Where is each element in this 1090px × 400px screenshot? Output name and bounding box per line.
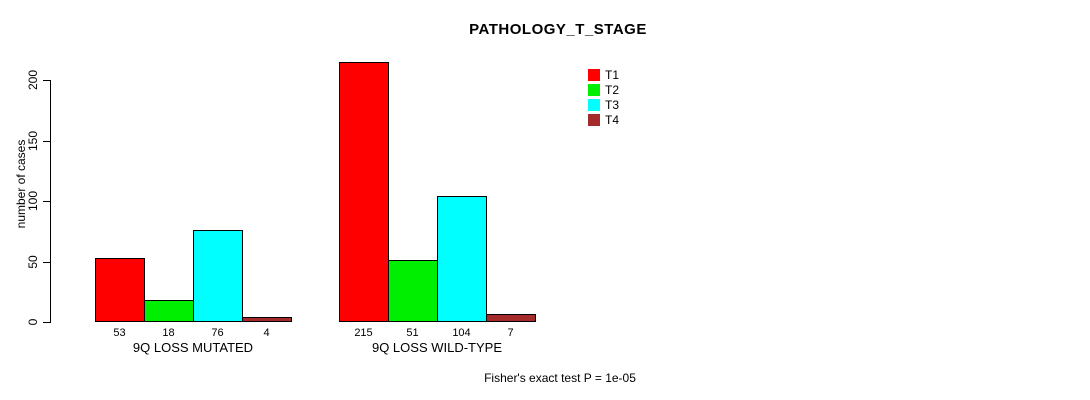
bar-value-label: 18 bbox=[162, 327, 175, 339]
y-axis-title: number of cases bbox=[14, 139, 28, 229]
y-axis-tick bbox=[43, 140, 50, 142]
bar-value-label: 7 bbox=[507, 327, 514, 339]
bar-value-label: 51 bbox=[406, 327, 419, 339]
bar-t4-9q-loss-mutated bbox=[242, 317, 292, 322]
bar-t3-9q-loss-wild-type bbox=[437, 196, 487, 322]
bar-t2-9q-loss-wild-type bbox=[388, 260, 438, 322]
legend-item-t1: T1 bbox=[588, 67, 619, 82]
bar-value-label: 104 bbox=[452, 327, 471, 339]
bar-t1-9q-loss-wild-type bbox=[339, 61, 389, 322]
bar-value-label: 215 bbox=[354, 327, 373, 339]
bar-value-label: 76 bbox=[211, 327, 224, 339]
group-label-9q-loss-mutated: 9Q LOSS MUTATED bbox=[132, 340, 254, 355]
chart-title: PATHOLOGY_T_STAGE bbox=[469, 21, 647, 38]
y-axis-line bbox=[50, 80, 51, 323]
y-axis-tick-label: 50 bbox=[26, 254, 40, 269]
y-axis-tick-label: 200 bbox=[26, 69, 40, 91]
group-label-9q-loss-wild-type: 9Q LOSS WILD-TYPE bbox=[371, 340, 503, 355]
y-axis-tick-label: 0 bbox=[26, 318, 40, 326]
legend-label: T1 bbox=[605, 67, 620, 82]
y-axis-tick-label: 100 bbox=[26, 190, 40, 212]
legend-swatch-t1 bbox=[588, 68, 600, 81]
legend-swatch-t3 bbox=[588, 98, 600, 111]
bar-t1-9q-loss-mutated bbox=[95, 257, 145, 322]
legend-item-t3: T3 bbox=[588, 97, 619, 112]
bar-t4-9q-loss-wild-type bbox=[486, 313, 536, 322]
bar-value-label: 4 bbox=[263, 327, 270, 339]
legend-label: T2 bbox=[605, 82, 620, 97]
bar-t3-9q-loss-mutated bbox=[193, 230, 243, 322]
y-axis-tick-label: 150 bbox=[26, 130, 40, 151]
y-axis-tick bbox=[43, 201, 50, 202]
legend-label: T3 bbox=[605, 97, 620, 112]
bar-t2-9q-loss-mutated bbox=[144, 300, 194, 322]
legend-swatch-t2 bbox=[588, 83, 600, 96]
legend-item-t2: T2 bbox=[588, 82, 619, 97]
chart-legend: T1 T2 T3 T4 bbox=[588, 67, 619, 127]
y-axis-tick bbox=[43, 80, 50, 81]
fisher-test-annotation: Fisher's exact test P = 1e-05 bbox=[484, 371, 636, 385]
legend-label: T4 bbox=[605, 112, 620, 127]
bar-value-label: 53 bbox=[113, 327, 126, 339]
y-axis-tick bbox=[43, 261, 50, 263]
legend-swatch-t4 bbox=[588, 113, 600, 126]
y-axis-tick bbox=[43, 322, 50, 323]
legend-item-t4: T4 bbox=[588, 112, 619, 127]
